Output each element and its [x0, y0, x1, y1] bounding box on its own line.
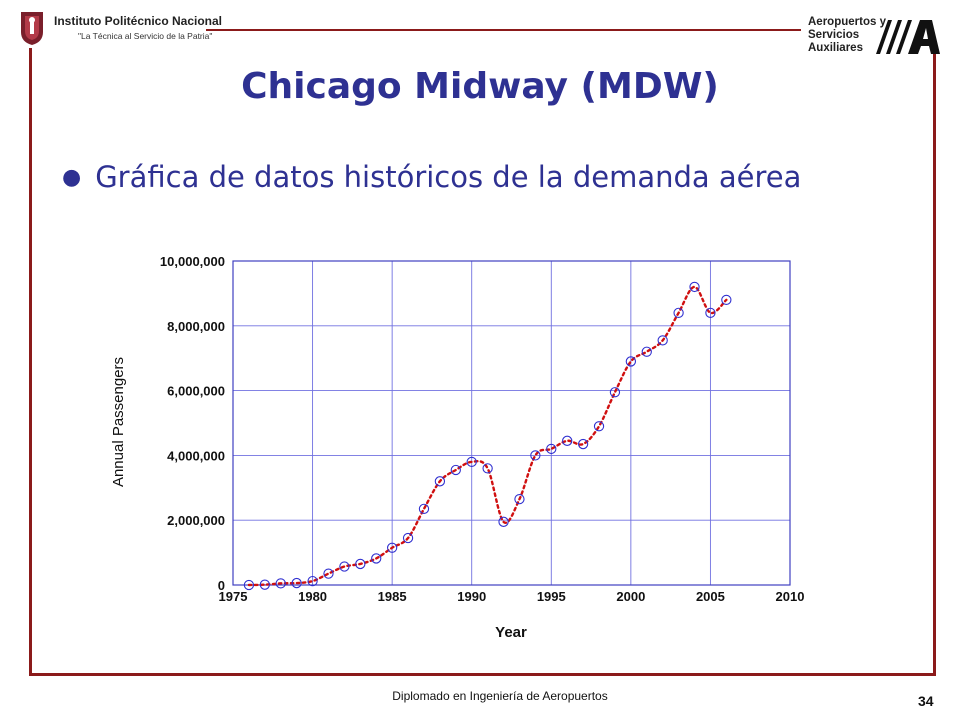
x-tick-label: 1980 — [298, 589, 327, 604]
data-point — [593, 421, 605, 432]
data-point — [275, 578, 286, 589]
trend-line — [247, 285, 728, 587]
page-number: 34 — [918, 693, 934, 709]
data-points — [243, 281, 732, 591]
data-point — [482, 463, 493, 474]
institution-name: Instituto Politécnico Nacional — [54, 14, 223, 28]
x-tick-label: 2000 — [616, 589, 645, 604]
x-tick-label: 1975 — [219, 589, 248, 604]
data-point — [323, 568, 334, 579]
data-point — [291, 577, 302, 589]
company-name-line-2: Servicios — [808, 29, 860, 41]
asa-header: Aeropuertos y Servicios Auxiliares — [808, 16, 948, 58]
y-tick-label: 10,000,000 — [160, 254, 225, 269]
data-point — [307, 575, 318, 587]
data-point — [402, 532, 414, 544]
x-tick-label: 2005 — [696, 589, 725, 604]
data-point — [641, 346, 652, 357]
data-point — [386, 542, 398, 553]
data-point — [498, 516, 509, 527]
data-point — [562, 435, 573, 446]
data-point — [689, 281, 700, 293]
data-point — [355, 558, 366, 570]
data-point — [434, 476, 446, 487]
x-axis-label: Year — [495, 624, 527, 641]
frame-left-rule — [29, 48, 32, 676]
ipn-logo-icon — [21, 12, 43, 45]
data-point — [466, 456, 477, 468]
ipn-header: Instituto Politécnico Nacional "La Técni… — [18, 10, 222, 50]
y-tick-label: 2,000,000 — [167, 513, 225, 528]
frame-bottom-rule — [29, 673, 936, 676]
bullet-item: ● Gráfica de datos históricos de la deman… — [62, 160, 801, 194]
institution-motto: "La Técnica al Servicio de la Patria" — [78, 31, 213, 41]
y-tick-label: 0 — [218, 578, 225, 593]
data-point — [514, 493, 525, 505]
data-point — [371, 553, 382, 564]
y-axis: 0 2,000,000 4,000,000 6,000,000 8,000,000 10,… — [160, 254, 225, 593]
data-point — [673, 307, 684, 318]
bullet-dot-icon: ● — [62, 165, 82, 190]
passenger-chart: 0 2,000,000 4,000,000 6,000,000 8,000,000 10,… — [110, 254, 805, 641]
data-point — [450, 464, 461, 476]
y-tick-label: 8,000,000 — [167, 319, 225, 334]
data-point — [546, 443, 557, 455]
company-name-line-1: Aeropuertos y — [808, 16, 886, 28]
y-tick-label: 4,000,000 — [167, 448, 225, 463]
asa-logo-icon — [876, 20, 940, 54]
data-point — [705, 307, 716, 318]
bullet-text: Gráfica de datos históricos de la demand… — [95, 160, 802, 194]
data-point — [609, 387, 621, 398]
data-point — [721, 294, 732, 306]
data-point — [418, 503, 430, 515]
footer-course-name: Diplomado en Ingeniería de Aeropuertos — [392, 689, 608, 703]
data-point — [243, 579, 255, 591]
data-point — [339, 561, 350, 572]
company-name-line-3: Auxiliares — [808, 42, 863, 54]
frame-right-rule — [933, 48, 936, 676]
slide-title: Chicago Midway (MDW) — [241, 66, 719, 107]
x-tick-label: 1985 — [378, 589, 407, 604]
x-tick-label: 1990 — [457, 589, 486, 604]
data-point — [657, 335, 668, 346]
data-point — [530, 450, 541, 461]
data-point — [625, 356, 637, 367]
plot-area — [232, 260, 791, 586]
x-tick-label: 2010 — [776, 589, 805, 604]
y-axis-label: Annual Passengers — [110, 357, 127, 487]
x-tick-label: 1995 — [537, 589, 566, 604]
company-name: Aeropuertos y Servicios Auxiliares — [808, 16, 886, 55]
x-axis: 1975 1980 1985 1990 1995 2000 2005 2010 — [219, 589, 805, 604]
data-point — [577, 438, 589, 450]
frame-top-rule — [206, 29, 801, 31]
y-tick-label: 6,000,000 — [167, 384, 225, 399]
data-point — [259, 579, 270, 590]
